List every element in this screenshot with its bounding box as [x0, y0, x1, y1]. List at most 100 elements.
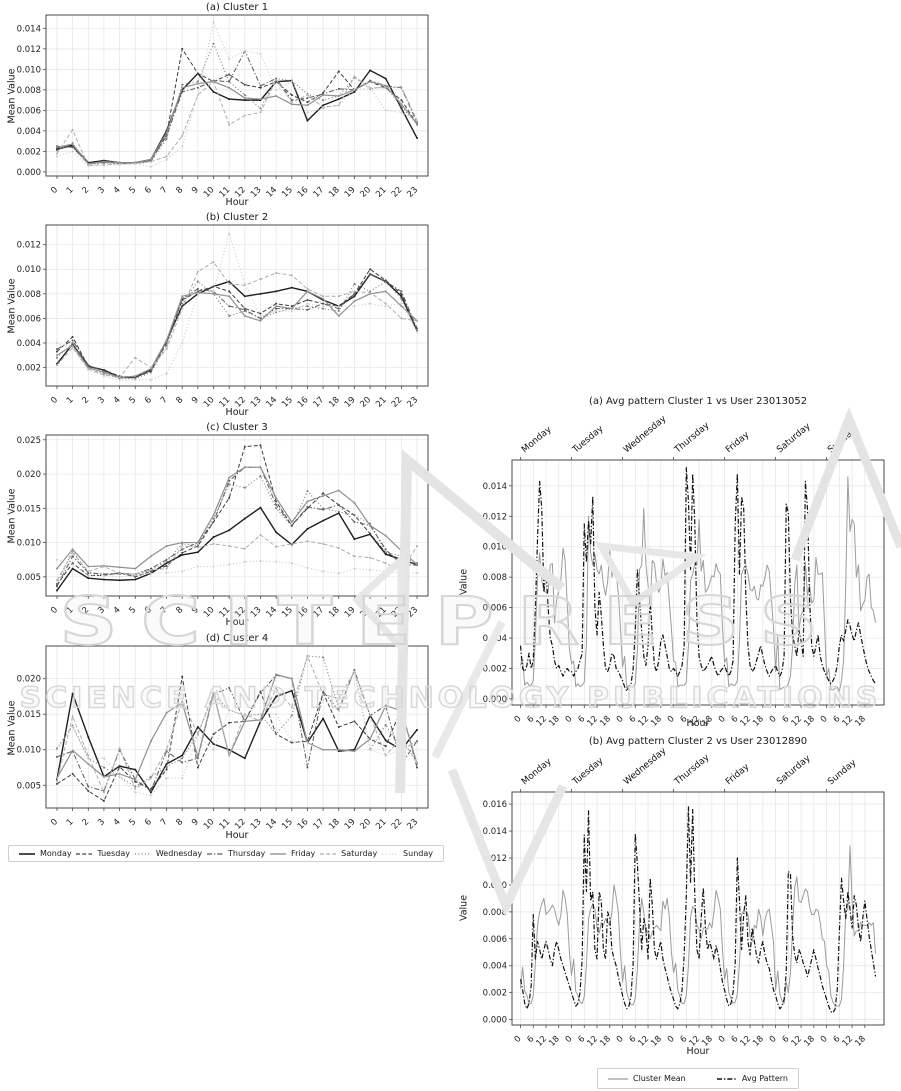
data-point-marker [243, 114, 246, 117]
data-point-marker [243, 486, 246, 489]
data-point-marker [228, 563, 231, 566]
y-tick-label: 0.005 [17, 573, 41, 583]
data-point-marker [102, 565, 105, 568]
data-point-marker [306, 101, 309, 104]
x-tick-label: 6 [832, 1034, 843, 1045]
data-point-marker [290, 689, 293, 692]
chart-title: (d) Cluster 4 [205, 633, 269, 644]
data-point-marker [275, 88, 278, 91]
data-point-marker [322, 295, 325, 298]
data-point-marker [55, 149, 58, 152]
data-point-marker [400, 111, 403, 114]
data-point-marker [322, 107, 325, 110]
data-point-marker [400, 709, 403, 712]
data-point-marker [353, 295, 356, 298]
data-point-marker [212, 90, 215, 93]
data-point-marker [243, 282, 246, 285]
data-point-marker [337, 489, 340, 492]
data-point-marker [87, 757, 90, 760]
data-point-marker [228, 544, 231, 547]
data-point-marker [196, 541, 199, 544]
data-point-marker [400, 292, 403, 295]
data-point-marker [306, 527, 309, 530]
data-point-marker [55, 152, 58, 155]
data-point-marker [181, 700, 184, 703]
data-point-marker [118, 747, 121, 750]
x-tick-label: 4 [112, 185, 123, 196]
data-point-marker [149, 366, 152, 369]
data-point-marker [322, 297, 325, 300]
x-tick-label: 9 [190, 395, 201, 406]
data-point-marker [337, 726, 340, 728]
data-point-marker [181, 548, 184, 551]
x-tick-label: 4 [112, 817, 123, 828]
y-tick-label: 0.006 [17, 106, 41, 116]
y-tick-label: 0.006 [483, 935, 507, 945]
legend-line-sample [716, 1077, 737, 1080]
data-point-marker [134, 787, 137, 790]
data-point-marker [165, 348, 168, 351]
x-tick-label: 4 [112, 605, 123, 616]
legend-label: Monday [40, 849, 72, 858]
data-point-marker [322, 656, 325, 659]
data-point-marker [306, 507, 309, 510]
chart-cluster-2: (b) Cluster 2 Mean Value Hour 0.002 0.004… [0, 210, 450, 420]
data-point-marker [275, 290, 278, 293]
data-point-marker [71, 749, 74, 752]
data-point-marker [243, 466, 246, 469]
data-point-marker [275, 545, 278, 548]
data-point-marker [55, 364, 58, 367]
data-point-marker [228, 232, 231, 235]
x-tick-label: 21 [374, 817, 389, 832]
data-point-marker [400, 558, 403, 561]
x-tick-label: 18 [649, 1034, 664, 1049]
data-point-marker [165, 558, 168, 561]
data-point-marker [290, 741, 293, 744]
data-point-marker [134, 574, 137, 577]
data-point-marker [353, 75, 356, 78]
data-point-marker [196, 565, 199, 568]
data-point-marker [275, 307, 278, 310]
data-point-marker [275, 271, 278, 274]
data-point-marker [259, 111, 262, 114]
data-point-marker [212, 292, 215, 295]
chart-cluster-3: (c) Cluster 3 Mean Value Hour 0.005 0.010… [0, 420, 450, 630]
x-tick-label: 0 [564, 714, 575, 725]
data-point-marker [243, 93, 246, 96]
x-tick-label: 10 [202, 395, 217, 410]
x-tick-label: 22 [390, 185, 405, 200]
x-tick-label: 5 [127, 185, 138, 196]
data-point-marker [306, 741, 309, 744]
y-tick-label: 0.004 [17, 339, 41, 349]
x-tick-label: 21 [374, 185, 389, 200]
data-point-marker [353, 567, 356, 570]
data-point-marker [384, 109, 387, 112]
data-point-marker [55, 341, 58, 344]
x-tick-label: 3 [96, 185, 107, 196]
x-tick-label: 16 [296, 395, 311, 410]
data-point-marker [337, 503, 340, 506]
data-point-marker [369, 69, 372, 72]
data-point-marker [384, 290, 387, 293]
data-point-marker [102, 791, 105, 794]
data-point-marker [322, 693, 325, 696]
data-point-marker [71, 346, 74, 349]
data-point-marker [87, 574, 90, 577]
legend-line-sample [320, 852, 337, 855]
data-point-marker [259, 52, 262, 55]
data-point-marker [400, 570, 403, 573]
data-point-marker [212, 565, 215, 568]
data-point-marker [400, 737, 403, 740]
x-tick-label: 8 [174, 185, 185, 196]
x-tick-label: 5 [127, 395, 138, 406]
x-tick-label: 6 [679, 714, 690, 725]
data-point-marker [228, 123, 231, 126]
data-point-marker [87, 577, 90, 580]
x-tick-label: 18 [853, 714, 868, 729]
data-point-marker [275, 673, 278, 676]
x-tick-label: 2 [80, 395, 91, 406]
series-line-wednesday [56, 475, 418, 584]
data-point-marker [353, 514, 356, 517]
x-tick-label: 6 [628, 1034, 639, 1045]
